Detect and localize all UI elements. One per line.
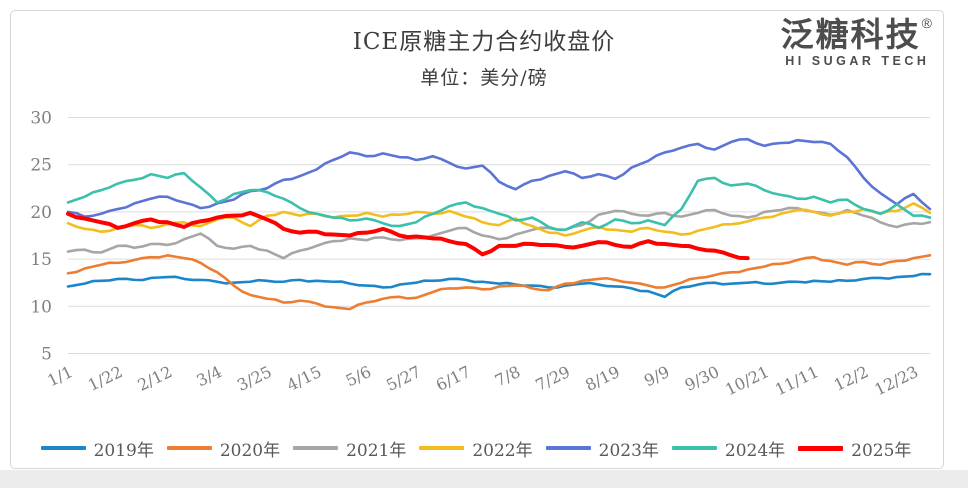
legend-item-2025: 2025年: [798, 436, 911, 461]
y-axis-label-25: 25: [30, 156, 52, 176]
chart-legend: 2019年 2020年 2021年 2022年 2023年 2024年 2025年: [10, 433, 942, 463]
x-axis-label-3-4: 3/4: [193, 362, 224, 390]
y-axis-label-15: 15: [30, 250, 52, 270]
legend-swatch-2025: [798, 445, 844, 451]
legend-item-2021: 2021年: [293, 436, 406, 461]
legend-swatch-2019: [40, 446, 86, 450]
x-axis-label-1-1: 1/1: [44, 362, 75, 390]
legend-item-2024: 2024年: [671, 436, 786, 461]
series-line-2025: [66, 210, 750, 261]
x-axis-label-1-22: 1/22: [85, 362, 126, 395]
y-axis-label-20: 20: [30, 203, 52, 223]
legend-label-2021: 2021年: [346, 440, 407, 461]
series-line-2023: [66, 137, 932, 218]
x-axis-label-3-25: 3/25: [234, 362, 275, 395]
series-line-2022: [66, 202, 932, 237]
x-axis-label-4-15: 4/15: [284, 362, 325, 395]
legend-label-2023: 2023年: [598, 440, 659, 461]
x-axis-label-9-30: 9/30: [682, 362, 723, 395]
series-line-2020: [66, 254, 932, 311]
x-axis-label-8-19: 8/19: [582, 362, 623, 395]
x-axis-label-10-21: 10/21: [722, 362, 772, 399]
x-axis-label-11-11: 11/11: [772, 362, 822, 399]
series-line-2024: [66, 171, 932, 232]
x-axis-label-2-12: 2/12: [135, 362, 176, 395]
legend-label-2020: 2020年: [219, 440, 281, 461]
legend-label-2025: 2025年: [851, 440, 912, 461]
legend-swatch-2022: [419, 446, 465, 450]
logo-tagline: HI SUGAR TECH: [785, 54, 930, 68]
y-axis-label-5: 5: [41, 345, 52, 365]
x-axis-label-6-17: 6/17: [433, 362, 474, 395]
x-axis-label-12-23: 12/23: [871, 362, 921, 399]
legend-item-2023: 2023年: [545, 436, 659, 461]
chart-card: [10, 10, 944, 469]
legend-swatch-2020: [166, 446, 212, 450]
x-axis-label-5-6: 5/6: [343, 362, 374, 390]
x-axis-label-5-27: 5/27: [383, 362, 424, 395]
x-axis-label-7-8: 7/8: [492, 362, 523, 390]
page-bottom-strip: [0, 470, 968, 488]
x-axis-label-9-9: 9/9: [641, 362, 672, 390]
logo-brand-text: 泛糖科技®: [780, 15, 934, 53]
legend-label-2024: 2024年: [724, 440, 786, 461]
registered-trademark-icon: ®: [921, 15, 934, 31]
series-line-2019: [66, 272, 932, 299]
x-axis-label-7-29: 7/29: [532, 362, 573, 395]
y-axis-label-10: 10: [30, 297, 52, 317]
legend-item-2019: 2019年: [40, 436, 154, 461]
series-line-2021: [66, 206, 932, 260]
legend-label-2022: 2022年: [472, 440, 533, 461]
legend-swatch-2024: [671, 446, 717, 450]
legend-label-2019: 2019年: [93, 440, 154, 461]
y-axis-label-30: 30: [30, 109, 52, 129]
legend-swatch-2021: [293, 446, 339, 450]
legend-swatch-2023: [545, 446, 591, 450]
legend-item-2020: 2020年: [166, 436, 281, 461]
legend-item-2022: 2022年: [419, 436, 533, 461]
hi-sugar-tech-logo: 泛糖科技® HI SUGAR TECH: [781, 16, 934, 68]
x-axis-label-12-2: 12/2: [831, 362, 872, 395]
